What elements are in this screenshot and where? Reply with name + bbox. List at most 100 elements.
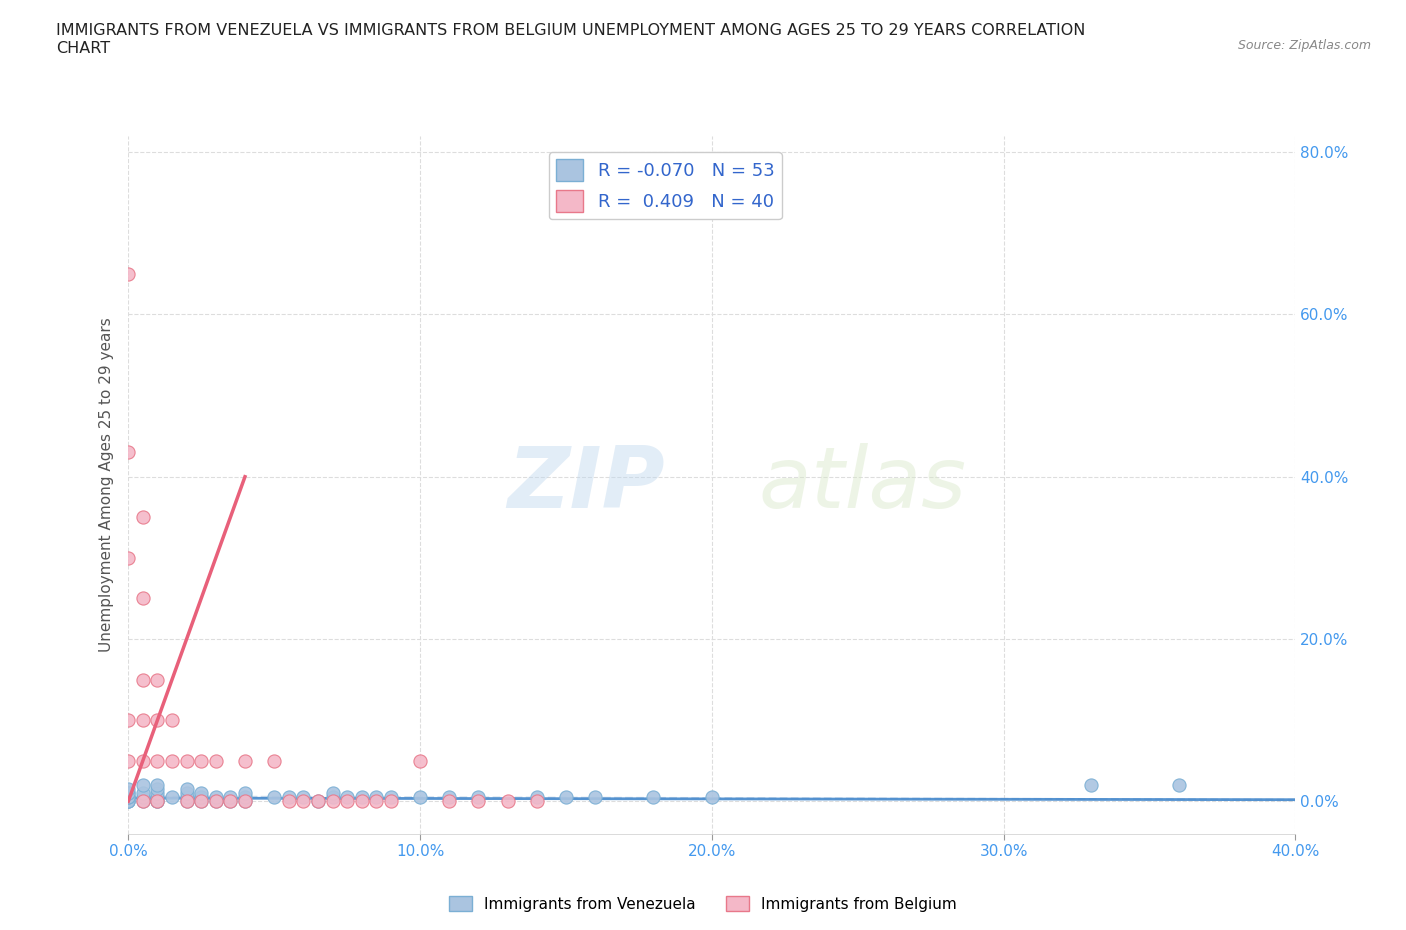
- Point: [1167, 777, 1189, 792]
- Point: [233, 794, 256, 809]
- Point: [176, 782, 198, 797]
- Point: [176, 794, 198, 809]
- Text: ZIP: ZIP: [508, 444, 665, 526]
- Point: [132, 510, 155, 525]
- Point: [439, 790, 461, 804]
- Point: [117, 753, 139, 768]
- Point: [160, 753, 183, 768]
- Text: Source: ZipAtlas.com: Source: ZipAtlas.com: [1237, 39, 1371, 52]
- Point: [526, 790, 548, 804]
- Point: [321, 790, 343, 804]
- Point: [117, 786, 139, 801]
- Point: [176, 753, 198, 768]
- Point: [233, 786, 256, 801]
- Point: [233, 794, 256, 809]
- Point: [117, 794, 139, 809]
- Point: [132, 672, 155, 687]
- Point: [117, 790, 139, 804]
- Point: [132, 794, 155, 809]
- Point: [336, 790, 359, 804]
- Point: [380, 794, 402, 809]
- Point: [117, 794, 139, 809]
- Point: [350, 794, 373, 809]
- Point: [132, 777, 155, 792]
- Point: [132, 794, 155, 809]
- Point: [233, 790, 256, 804]
- Point: [321, 786, 343, 801]
- Point: [555, 790, 578, 804]
- Point: [204, 794, 226, 809]
- Point: [439, 794, 461, 809]
- Point: [117, 786, 139, 801]
- Point: [277, 790, 299, 804]
- Point: [467, 790, 489, 804]
- Point: [1080, 777, 1102, 792]
- Point: [409, 753, 432, 768]
- Point: [526, 794, 548, 809]
- Point: [146, 794, 169, 809]
- Point: [132, 790, 155, 804]
- Point: [190, 794, 212, 809]
- Point: [146, 712, 169, 727]
- Point: [146, 672, 169, 687]
- Point: [219, 794, 242, 809]
- Point: [117, 790, 139, 804]
- Point: [204, 790, 226, 804]
- Point: [160, 790, 183, 804]
- Point: [467, 794, 489, 809]
- Point: [321, 794, 343, 809]
- Legend: R = -0.070   N = 53, R =  0.409   N = 40: R = -0.070 N = 53, R = 0.409 N = 40: [548, 152, 782, 219]
- Point: [409, 790, 432, 804]
- Point: [219, 794, 242, 809]
- Point: [307, 794, 329, 809]
- Point: [366, 794, 388, 809]
- Point: [292, 794, 315, 809]
- Point: [146, 782, 169, 797]
- Point: [117, 551, 139, 565]
- Point: [190, 794, 212, 809]
- Text: atlas: atlas: [759, 444, 966, 526]
- Point: [204, 794, 226, 809]
- Point: [146, 794, 169, 809]
- Point: [583, 790, 606, 804]
- Point: [190, 753, 212, 768]
- Point: [263, 753, 285, 768]
- Point: [190, 786, 212, 801]
- Point: [117, 266, 139, 281]
- Point: [117, 445, 139, 459]
- Point: [643, 790, 665, 804]
- Point: [366, 790, 388, 804]
- Point: [307, 794, 329, 809]
- Point: [117, 782, 139, 797]
- Y-axis label: Unemployment Among Ages 25 to 29 years: Unemployment Among Ages 25 to 29 years: [100, 317, 114, 652]
- Point: [190, 790, 212, 804]
- Text: IMMIGRANTS FROM VENEZUELA VS IMMIGRANTS FROM BELGIUM UNEMPLOYMENT AMONG AGES 25 : IMMIGRANTS FROM VENEZUELA VS IMMIGRANTS …: [56, 23, 1085, 56]
- Point: [204, 753, 226, 768]
- Point: [146, 777, 169, 792]
- Point: [132, 591, 155, 605]
- Legend: Immigrants from Venezuela, Immigrants from Belgium: Immigrants from Venezuela, Immigrants fr…: [443, 889, 963, 918]
- Point: [132, 712, 155, 727]
- Point: [263, 790, 285, 804]
- Point: [233, 753, 256, 768]
- Point: [117, 712, 139, 727]
- Point: [700, 790, 723, 804]
- Point: [336, 794, 359, 809]
- Point: [380, 790, 402, 804]
- Point: [176, 794, 198, 809]
- Point: [132, 753, 155, 768]
- Point: [117, 794, 139, 809]
- Point: [146, 790, 169, 804]
- Point: [146, 786, 169, 801]
- Point: [350, 790, 373, 804]
- Point: [176, 786, 198, 801]
- Point: [496, 794, 519, 809]
- Point: [132, 786, 155, 801]
- Point: [292, 790, 315, 804]
- Point: [219, 790, 242, 804]
- Point: [160, 712, 183, 727]
- Point: [146, 753, 169, 768]
- Point: [277, 794, 299, 809]
- Point: [146, 794, 169, 809]
- Point: [176, 790, 198, 804]
